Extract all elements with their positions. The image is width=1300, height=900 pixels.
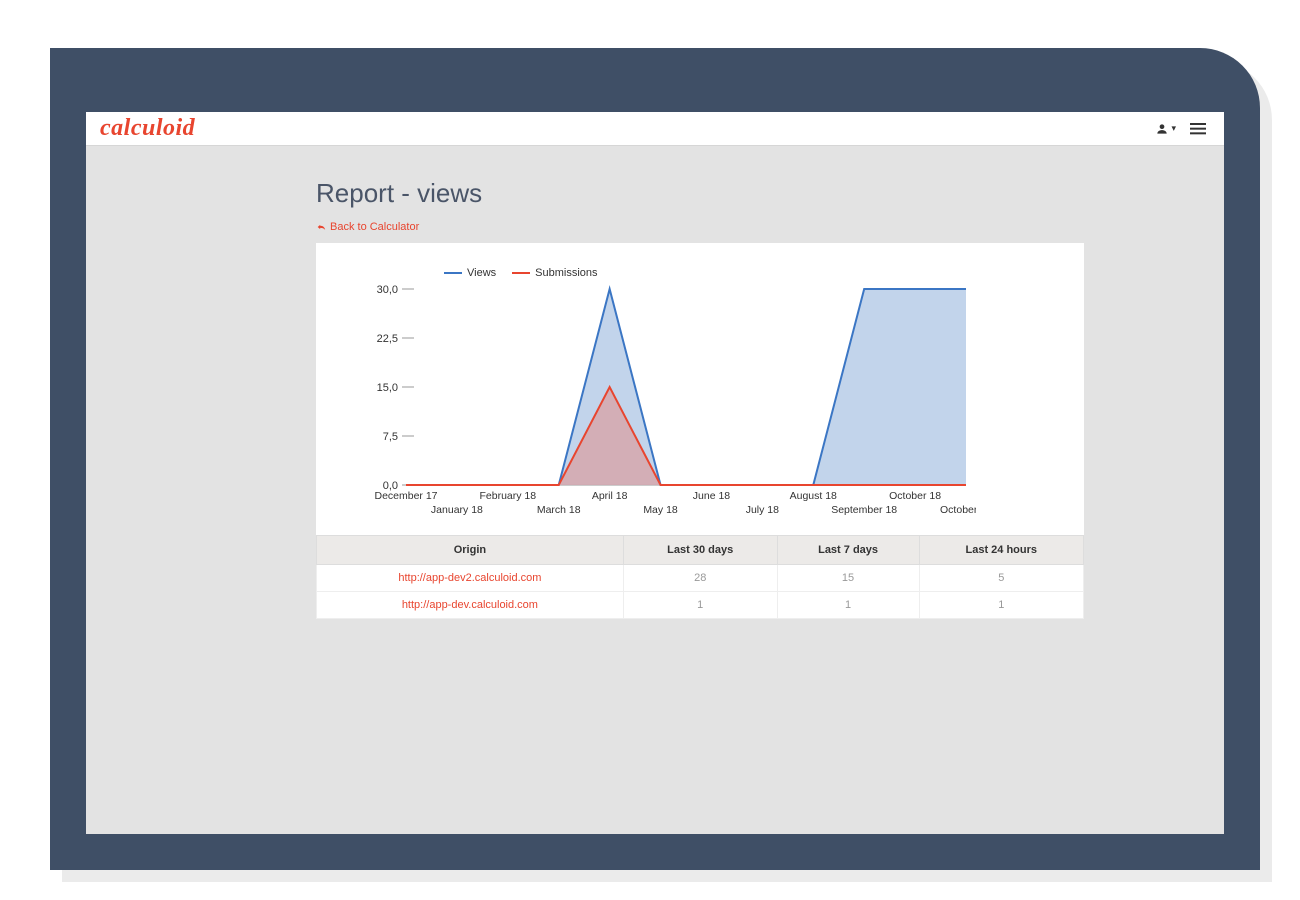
views-chart: 30,022,515,07,50,0December 17February 18… (336, 285, 976, 525)
legend-label: Views (467, 267, 496, 279)
user-menu[interactable]: ▾ (1155, 122, 1176, 136)
col-origin: Origin (317, 536, 624, 565)
svg-text:December 17: December 17 (374, 490, 437, 502)
svg-text:April 18: April 18 (592, 490, 628, 502)
col-30d: Last 30 days (623, 536, 777, 565)
cell-30d: 28 (623, 565, 777, 592)
svg-text:September 18: September 18 (831, 504, 897, 516)
user-icon (1155, 122, 1169, 136)
page-title: Report - views (316, 178, 1224, 209)
col-7d: Last 7 days (777, 536, 919, 565)
origin-link[interactable]: http://app-dev.calculoid.com (402, 599, 538, 611)
origin-link[interactable]: http://app-dev2.calculoid.com (398, 572, 541, 584)
reply-arrow-icon (316, 222, 326, 232)
cell-24h: 1 (919, 592, 1084, 619)
origins-table: Origin Last 30 days Last 7 days Last 24 … (316, 535, 1084, 619)
table-row: http://app-dev.calculoid.com111 (317, 592, 1084, 619)
device-frame: calculoid ▾ Report - view (50, 48, 1260, 870)
back-to-calculator-link[interactable]: Back to Calculator (316, 221, 419, 233)
legend-item-submissions: Submissions (512, 267, 597, 279)
table-header-row: Origin Last 30 days Last 7 days Last 24 … (317, 536, 1084, 565)
legend-item-views: Views (444, 267, 496, 279)
cell-7d: 15 (777, 565, 919, 592)
caret-down-icon: ▾ (1171, 123, 1176, 134)
cell-7d: 1 (777, 592, 919, 619)
app-screen: calculoid ▾ Report - view (86, 112, 1224, 834)
hamburger-menu[interactable] (1190, 122, 1206, 136)
chart-legend: Views Submissions (444, 267, 1064, 279)
svg-text:June 18: June 18 (693, 490, 731, 502)
svg-text:February 18: February 18 (480, 490, 537, 502)
svg-text:July 18: July 18 (746, 504, 779, 516)
svg-text:22,5: 22,5 (377, 333, 398, 345)
svg-text:October 18: October 18 (889, 490, 941, 502)
chart-area: 30,022,515,07,50,0December 17February 18… (336, 285, 1064, 525)
svg-text:March 18: March 18 (537, 504, 581, 516)
cell-origin: http://app-dev.calculoid.com (317, 592, 624, 619)
col-24h: Last 24 hours (919, 536, 1084, 565)
legend-label: Submissions (535, 267, 597, 279)
svg-text:August 18: August 18 (790, 490, 837, 502)
legend-swatch-views (444, 272, 462, 275)
svg-text:7,5: 7,5 (383, 431, 398, 443)
topbar: calculoid ▾ (86, 112, 1224, 146)
page-content: Report - views Back to Calculator Views … (86, 146, 1224, 619)
table-row: http://app-dev2.calculoid.com 28155 (317, 565, 1084, 592)
hamburger-icon (1190, 122, 1206, 136)
legend-swatch-submissions (512, 272, 530, 275)
cell-24h: 5 (919, 565, 1084, 592)
svg-text:May 18: May 18 (643, 504, 678, 516)
cell-30d: 1 (623, 592, 777, 619)
topbar-actions: ▾ (1155, 122, 1206, 136)
svg-text:October 18: October 18 (940, 504, 976, 516)
back-link-label: Back to Calculator (330, 221, 419, 233)
svg-text:15,0: 15,0 (377, 382, 398, 394)
cell-origin: http://app-dev2.calculoid.com (317, 565, 624, 592)
brand-logo: calculoid (100, 115, 195, 142)
svg-text:January 18: January 18 (431, 504, 483, 516)
chart-card: Views Submissions 30,022,515,07,50,0Dece… (316, 243, 1084, 535)
svg-text:30,0: 30,0 (377, 285, 398, 296)
